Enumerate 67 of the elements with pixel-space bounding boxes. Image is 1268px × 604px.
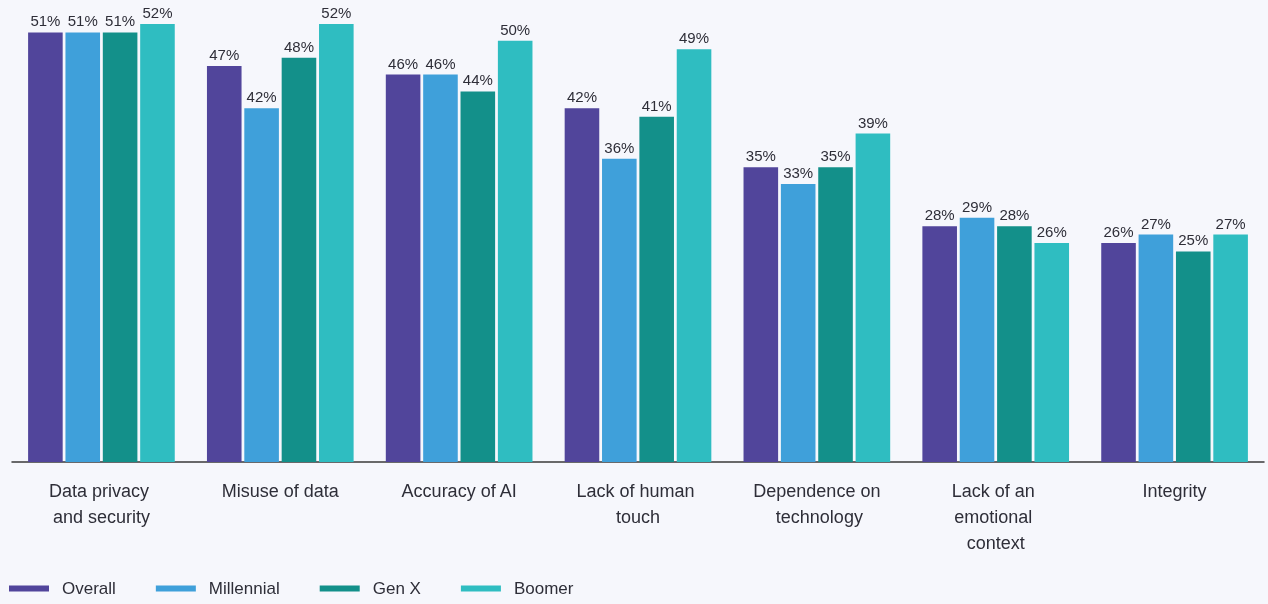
bar [855,133,891,462]
data-label: 26% [1103,223,1134,240]
x-tick-label: Lack of human touch [576,481,700,527]
data-label: 50% [500,20,531,38]
x-tick-label: Data privacy and security [48,481,154,527]
bar [743,167,779,462]
bar [460,91,496,462]
data-label: 28% [924,206,955,224]
bar [102,32,138,462]
data-label: 29% [962,197,993,215]
bar [780,184,816,462]
bar [639,116,674,462]
data-label: 51% [30,12,61,30]
bar [997,226,1032,462]
data-label: 25% [1178,231,1209,249]
data-label: 36% [604,138,635,156]
bar [497,40,533,462]
bar [281,57,317,462]
bar [1101,243,1136,462]
x-tick-label: Integrity [1142,481,1207,501]
x-tick-label: Accuracy of AI [401,481,517,501]
bar [1034,243,1070,462]
bar [959,217,995,462]
legend-label: Boomer [513,579,574,598]
data-label: 35% [745,147,776,165]
data-label: 49% [679,29,710,47]
legend-label: Millennial [208,579,280,598]
data-label: 46% [425,54,456,72]
bar [818,167,853,462]
bar [676,49,712,462]
data-label: 42% [566,88,597,106]
bar [319,24,354,462]
bar [140,24,175,462]
data-label: 35% [820,147,851,165]
data-label: 42% [246,88,277,106]
bar [206,66,242,462]
bar [1138,234,1174,462]
data-label: 33% [783,164,814,182]
bar [602,158,637,462]
x-tick-label: Lack of an emotional context [951,481,1040,553]
bar [922,226,957,462]
data-label: 48% [283,37,314,55]
bar [65,32,101,462]
legend-label: Gen X [372,579,421,598]
data-label: 52% [321,4,352,21]
data-label: 44% [462,71,493,89]
data-label: 51% [67,12,98,30]
legend-label: Overall [62,579,116,598]
bar [1213,234,1248,462]
data-label: 46% [388,54,419,72]
data-label: 51% [105,12,136,30]
bar [423,74,458,462]
data-label: 27% [1140,214,1171,232]
bar [1175,251,1211,462]
data-label: 41% [641,96,672,114]
data-label: 39% [857,113,888,131]
bar [28,32,63,462]
data-label: 52% [142,4,173,21]
x-tick-label: Dependence on technology [753,481,881,527]
data-label: 27% [1215,214,1246,232]
data-label: 47% [209,46,240,64]
bar [244,108,279,462]
bar [564,108,600,462]
data-label: 28% [999,206,1030,224]
bar [385,74,421,462]
data-label: 26% [1036,223,1067,240]
x-tick-label: Misuse of data [221,481,340,501]
